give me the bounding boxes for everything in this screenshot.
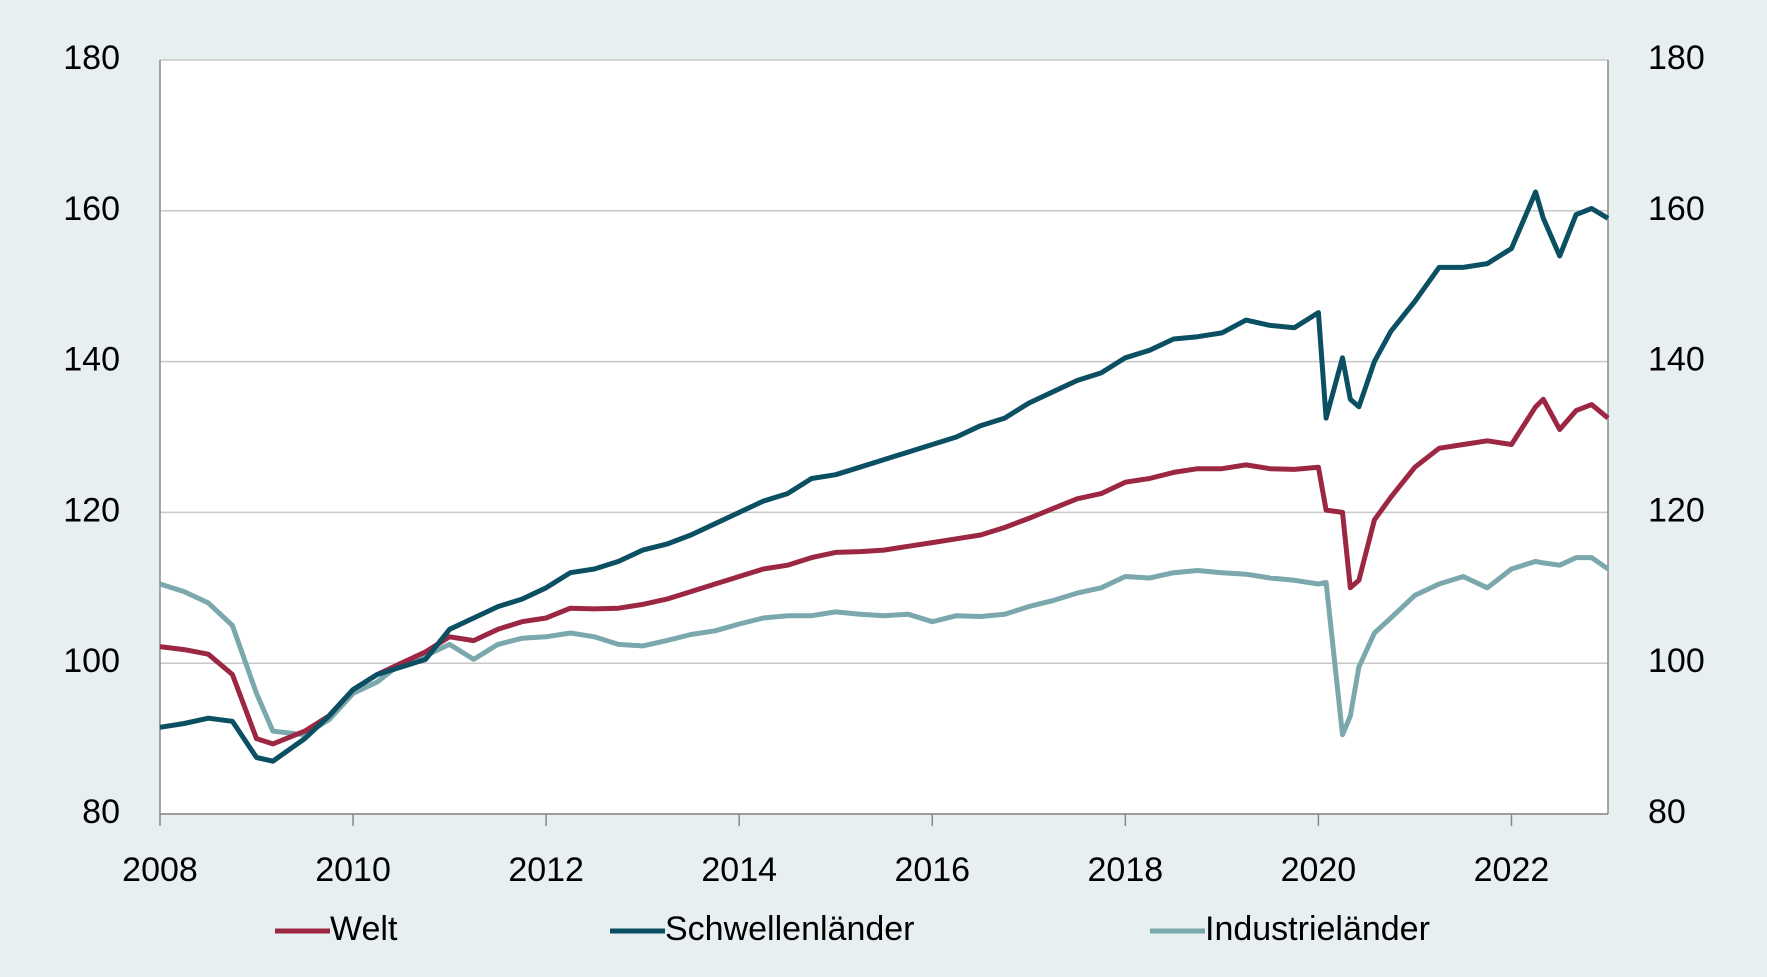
x-tick-label: 2014 <box>701 851 777 889</box>
y2-tick-label: 120 <box>1648 491 1705 529</box>
x-tick-label: 2010 <box>315 851 391 889</box>
y-tick-label: 80 <box>82 793 120 831</box>
y-tick-label: 180 <box>63 39 120 77</box>
legend-label: Welt <box>330 910 398 948</box>
x-tick-label: 2022 <box>1474 851 1550 889</box>
x-tick-label: 2008 <box>122 851 198 889</box>
x-tick-label: 2012 <box>508 851 584 889</box>
y2-tick-label: 100 <box>1648 642 1705 680</box>
x-tick-label: 2020 <box>1281 851 1357 889</box>
line-series <box>159 189 1610 764</box>
y2-tick-label: 180 <box>1648 39 1705 77</box>
legend-label: Schwellenländer <box>665 910 915 948</box>
plot-area <box>160 60 1608 814</box>
y-tick-label: 120 <box>63 491 120 529</box>
y2-tick-label: 160 <box>1648 190 1705 228</box>
y-tick-label: 100 <box>63 642 120 680</box>
y-tick-label: 160 <box>63 190 120 228</box>
y-tick-label: 140 <box>63 341 120 379</box>
y2-tick-label: 140 <box>1648 341 1705 379</box>
x-tick-label: 2018 <box>1088 851 1164 889</box>
line-series <box>159 555 1610 738</box>
line-series <box>159 396 1610 747</box>
y2-tick-label: 80 <box>1648 793 1686 831</box>
legend-label: Industrieländer <box>1205 910 1430 948</box>
x-tick-label: 2016 <box>894 851 970 889</box>
